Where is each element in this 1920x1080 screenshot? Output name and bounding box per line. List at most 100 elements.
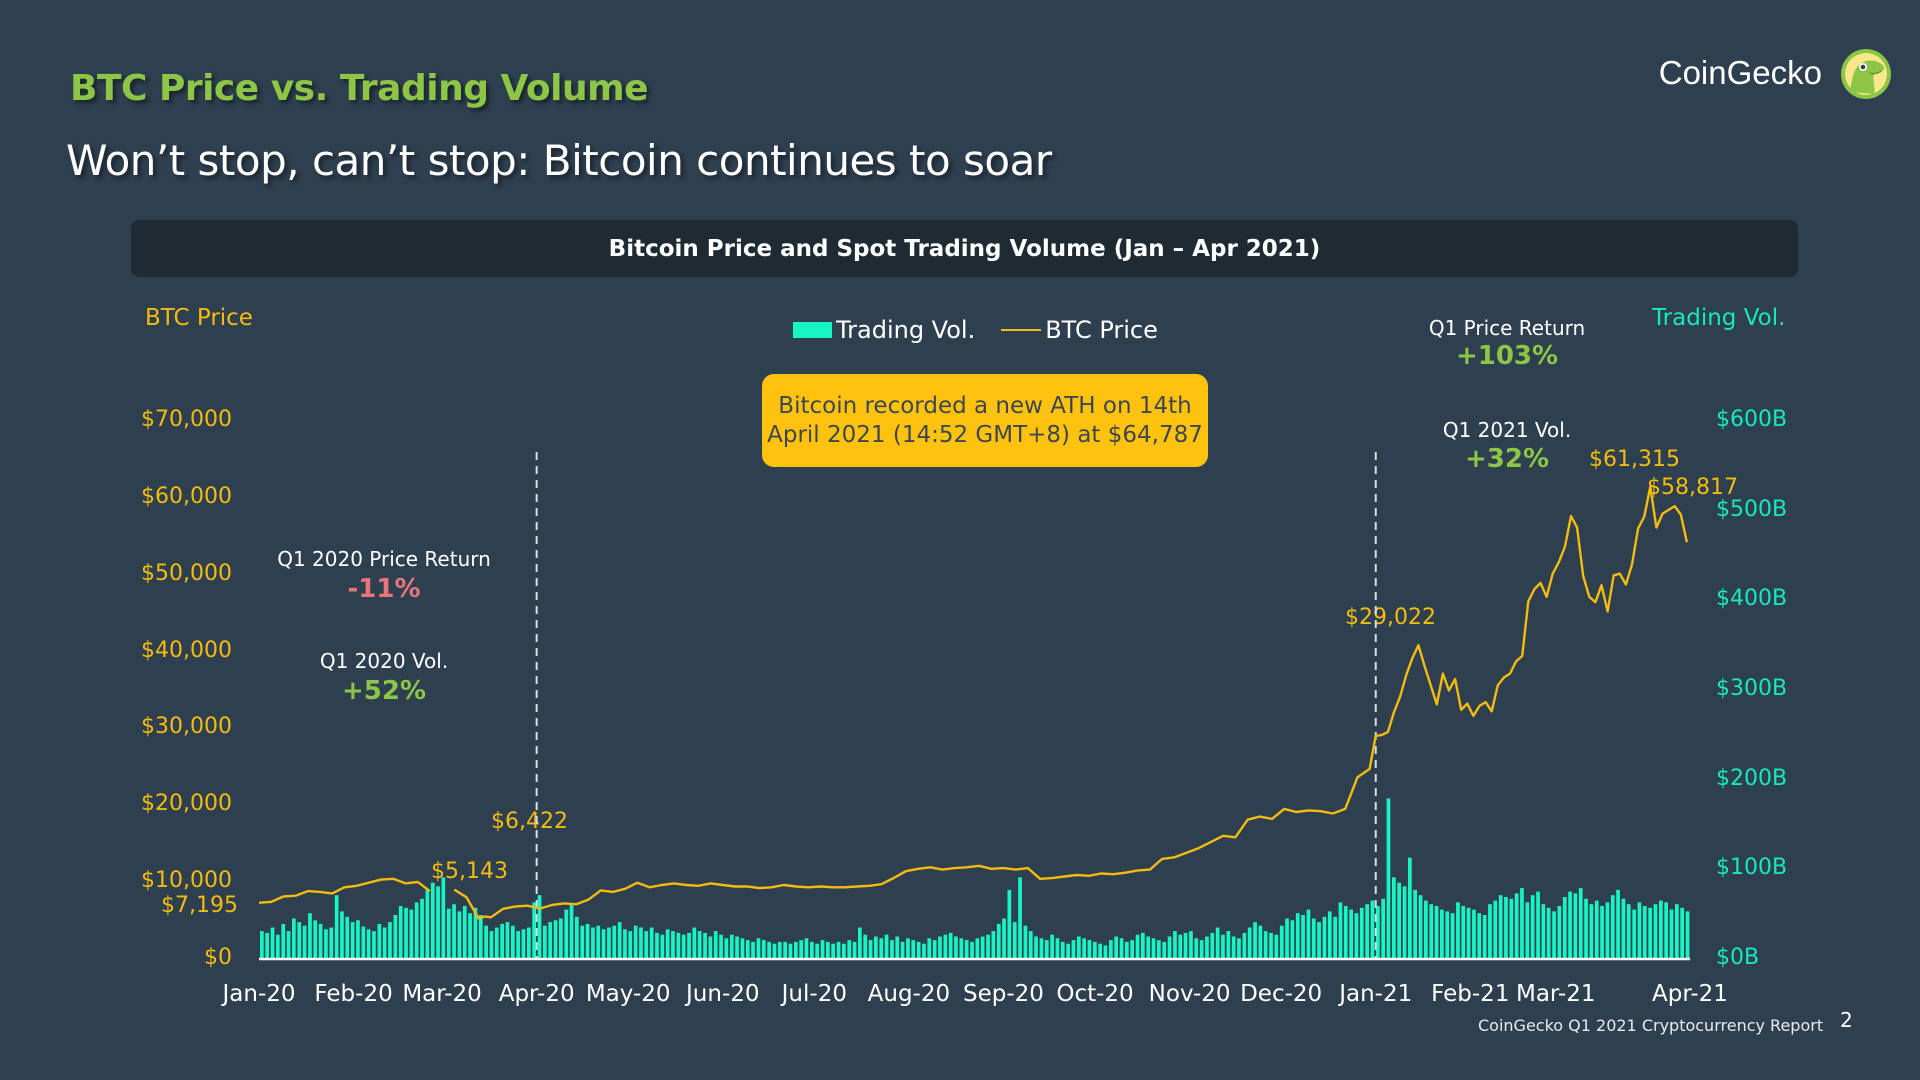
volume-bar [756,938,761,958]
volume-bar [954,936,958,958]
volume-bar [777,941,782,958]
price-line [453,485,1689,920]
volume-bar [1440,909,1444,958]
volume-bar [500,923,504,958]
volume-bar [1258,925,1263,958]
volume-bar [980,936,985,958]
volume-bar [1536,891,1540,958]
volume-bar [1616,889,1620,958]
volume-bar [1456,902,1460,958]
price-label-6422: $6,422 [491,809,568,834]
volume-bar [1408,857,1412,958]
volume-bar [1178,934,1183,958]
volume-bar [1482,915,1487,958]
volume-bar [1322,916,1327,958]
right-axis-tick: $400B [1716,586,1788,612]
x-axis-tick: Apr-21 [1652,981,1728,1007]
volume-bar [324,929,328,958]
volume-bar [1509,898,1514,958]
left-axis-tick: $0 [204,945,232,970]
q1-2020-vol-value: +52% [341,676,427,706]
volume-bar [1589,904,1594,958]
volume-bar [1466,907,1471,958]
volume-bar [318,923,323,958]
q1-2020-vol-label: Q1 2020 Vol. [319,649,449,673]
volume-bar [986,934,990,958]
volume-bar [1573,893,1578,958]
volume-bar [729,934,734,958]
left-axis-tick: $50,000 [141,560,232,586]
volume-bar [713,931,718,958]
volume-bar [1114,936,1118,958]
volume-bar [313,920,318,958]
price-label-5143: $5,143 [431,859,508,884]
volume-bar [900,941,905,958]
volume-bar [436,886,440,958]
volume-bar [1012,922,1017,958]
volume-bar [1055,938,1060,958]
volume-bar [1327,911,1332,958]
volume-bar [393,915,398,958]
volume-bar [527,927,531,958]
volume-bar [852,941,857,958]
volume-bar [1578,888,1583,958]
x-axis-tick: May-20 [585,981,671,1007]
volume-bar [601,929,606,958]
volume-bar [633,925,638,958]
x-axis-tick: Jan-20 [222,981,296,1007]
price-label-7195: $7,195 [161,893,238,918]
volume-bar [1488,904,1492,958]
volume-bar [420,898,424,958]
volume-bar [842,943,846,958]
volume-bar [1157,940,1161,958]
volume-bar [462,906,467,958]
volume-bar [1445,911,1450,958]
volume-bar [1194,938,1199,958]
volume-bar [1034,936,1038,958]
volume-bar [1039,938,1044,958]
volume-bar [996,923,1001,958]
legend-price-swatch [1001,329,1042,331]
chart-title: Bitcoin Price and Spot Trading Volume (J… [608,235,1321,262]
volume-bar [1242,932,1247,958]
volume-bar [687,932,691,958]
volume-bar [943,934,948,958]
volume-bar [964,940,969,958]
volume-bar [1632,909,1636,958]
left-axis-tick: $60,000 [141,483,232,509]
volume-bar [922,943,926,958]
volume-bar [1285,918,1289,958]
left-axis-tick: $40,000 [141,637,232,663]
volume-bar [302,925,307,958]
volume-bar [596,925,601,958]
volume-bar [991,931,996,958]
volume-bar [1007,889,1012,958]
volume-bar [826,941,830,958]
volume-bar [1680,907,1684,958]
q1-2021-price-value: +103% [1455,341,1559,371]
volume-bar [1290,920,1295,958]
volume-bar [1071,940,1076,958]
left-axis-tick: $30,000 [141,714,232,740]
volume-bar [783,941,787,958]
volume-bar [1642,906,1647,958]
volume-bar [1247,927,1252,958]
left-axis-title: BTC Price [145,305,253,331]
volume-bar [1098,943,1102,958]
volume-bar [1274,934,1279,958]
volume-bar [1402,886,1407,958]
volume-bar [1434,906,1439,958]
volume-bar [1189,931,1193,958]
volume-bar [1365,904,1369,958]
volume-bar [505,922,510,958]
volume-bar [521,929,526,958]
volume-bar [1333,916,1337,958]
volume-bar [1082,938,1086,958]
volume-bar [1338,902,1343,958]
volume-bar [1429,904,1434,958]
volume-bar [617,922,622,958]
volume-bar [414,902,419,958]
volume-bar [1568,891,1572,958]
volume-bar [441,877,446,958]
volume-bar [1221,934,1225,958]
